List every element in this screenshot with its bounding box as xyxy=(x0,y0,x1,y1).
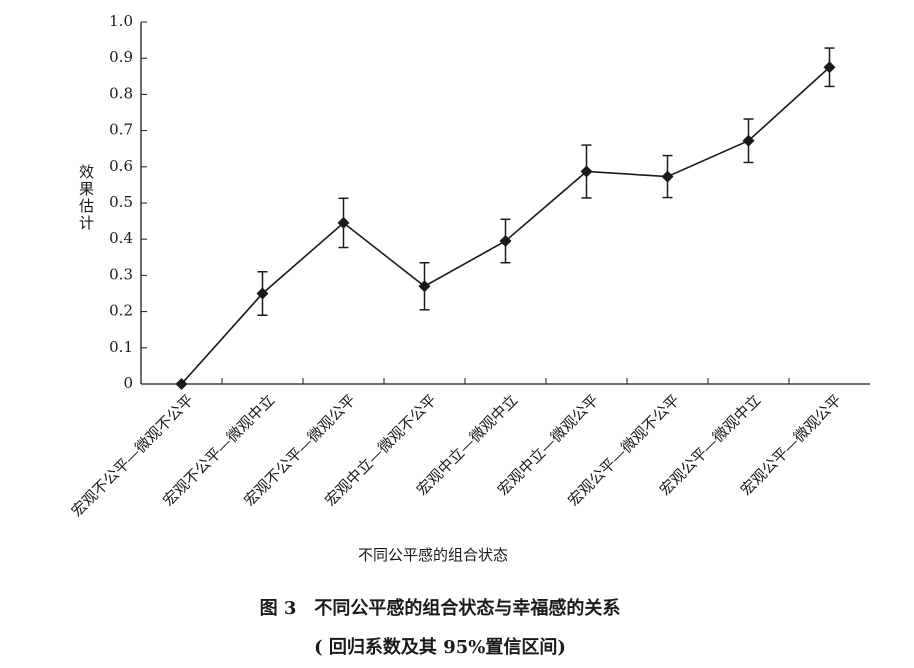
marker xyxy=(337,216,350,229)
y-tick-label: 0.3 xyxy=(109,265,133,283)
y-tick-label: 0.7 xyxy=(109,121,133,139)
y-tick-label: 0.5 xyxy=(109,193,133,211)
y-tick-label: 0.4 xyxy=(109,229,133,247)
chart-subtitle: ( 回归系数及其 95%置信区间) xyxy=(314,636,566,658)
marker xyxy=(742,134,755,147)
y-tick-label: 0.8 xyxy=(109,84,133,102)
marker xyxy=(175,378,188,390)
y-tick-label: 0 xyxy=(123,374,133,392)
y-tick-label: 0.2 xyxy=(109,302,133,320)
x-axis-label: 不同公平感的组合状态 xyxy=(358,546,508,564)
chart-title: 图 3 不同公平感的组合状态与幸福感的关系 xyxy=(260,597,621,619)
y-tick-label: 0.9 xyxy=(109,48,133,66)
marker xyxy=(499,235,512,248)
marker xyxy=(661,170,674,183)
y-axis-label: 效果估计 xyxy=(77,164,95,232)
marker xyxy=(256,287,269,300)
y-tick-label: 0.6 xyxy=(109,157,133,175)
y-tick-label: 1.0 xyxy=(109,12,133,30)
marker xyxy=(418,280,431,293)
y-tick-label: 0.1 xyxy=(109,338,133,356)
marker xyxy=(580,165,593,178)
marker xyxy=(823,61,836,74)
